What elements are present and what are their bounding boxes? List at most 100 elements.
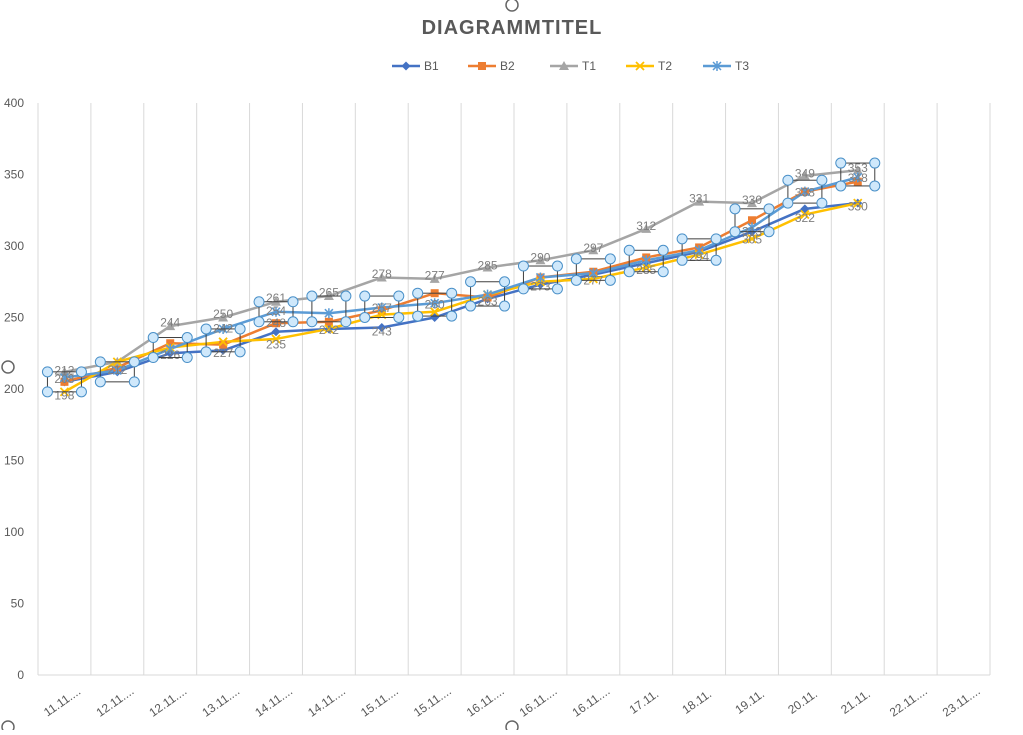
selection-handle[interactable] xyxy=(181,352,193,364)
selection-handle[interactable] xyxy=(570,274,582,286)
label-selection-box[interactable] xyxy=(522,265,558,290)
selection-handle[interactable] xyxy=(128,356,140,368)
legend-item-b2[interactable]: B2 xyxy=(468,59,515,73)
selection-handle[interactable] xyxy=(200,323,212,335)
label-selection-box[interactable] xyxy=(311,295,347,323)
selection-handle[interactable] xyxy=(253,316,265,328)
selection-handle[interactable] xyxy=(412,310,424,322)
chart-area-handle[interactable] xyxy=(505,0,519,12)
selection-handle[interactable] xyxy=(657,244,669,256)
selection-handle[interactable] xyxy=(729,226,741,238)
x-tick-label: 15.11.... xyxy=(411,684,454,720)
legend[interactable]: B1 B2 T1 T2 T3 xyxy=(392,59,749,73)
label-selection-box[interactable] xyxy=(840,162,876,187)
selection-handle[interactable] xyxy=(816,174,828,186)
chart-title[interactable]: DIAGRAMMTITEL xyxy=(422,17,603,39)
label-selection-box[interactable] xyxy=(787,179,823,204)
selection-handle[interactable] xyxy=(657,266,669,278)
selection-handle[interactable] xyxy=(623,244,635,256)
selection-handle[interactable] xyxy=(729,203,741,215)
series-lines xyxy=(63,168,859,393)
data-label: 322 xyxy=(795,211,815,225)
selection-handle[interactable] xyxy=(499,300,511,312)
selection-handle[interactable] xyxy=(234,346,246,358)
selection-handle[interactable] xyxy=(517,260,529,272)
selection-handle[interactable] xyxy=(147,352,159,364)
selection-handle[interactable] xyxy=(465,300,477,312)
selection-handle[interactable] xyxy=(359,290,371,302)
selection-handle[interactable] xyxy=(604,274,616,286)
data-label: 273 xyxy=(530,279,550,293)
selection-handle[interactable] xyxy=(41,386,53,398)
selection-handle[interactable] xyxy=(570,253,582,265)
selection-handle[interactable] xyxy=(359,312,371,323)
label-selection-box[interactable] xyxy=(470,281,506,307)
selection-handle[interactable] xyxy=(676,233,688,245)
selection-handle[interactable] xyxy=(253,296,265,308)
selection-handle[interactable] xyxy=(446,287,458,299)
series-b2-marker xyxy=(166,339,175,348)
selection-handle[interactable] xyxy=(763,203,775,215)
label-selection-box[interactable] xyxy=(681,238,717,261)
label-selection-box[interactable] xyxy=(205,328,241,353)
chart-area-handle[interactable] xyxy=(505,720,519,734)
selection-handle[interactable] xyxy=(41,366,53,378)
selection-handle[interactable] xyxy=(499,276,511,288)
selection-handle[interactable] xyxy=(340,290,352,302)
chart-area-handle[interactable] xyxy=(1,360,15,374)
selection-handle[interactable] xyxy=(340,316,352,328)
selection-handle[interactable] xyxy=(869,180,881,192)
selection-handle[interactable] xyxy=(782,174,794,186)
selection-handle[interactable] xyxy=(147,332,159,344)
legend-label: T3 xyxy=(735,59,749,73)
selection-handle[interactable] xyxy=(306,290,318,302)
label-selection-box[interactable] xyxy=(734,208,770,233)
legend-item-b1[interactable]: B1 xyxy=(392,59,439,73)
selection-handle[interactable] xyxy=(869,157,881,169)
selection-handle[interactable] xyxy=(676,254,688,266)
selection-handle[interactable] xyxy=(710,233,722,245)
selection-handle[interactable] xyxy=(551,260,563,272)
legend-item-t1[interactable]: T1 xyxy=(550,59,596,73)
selection-handle[interactable] xyxy=(763,226,775,238)
selection-handle[interactable] xyxy=(710,254,722,266)
selection-handle[interactable] xyxy=(181,332,193,344)
chart-area-handle[interactable] xyxy=(1,720,15,734)
selection-handle[interactable] xyxy=(782,197,794,209)
selection-handle[interactable] xyxy=(287,316,299,328)
label-selection-box[interactable] xyxy=(628,249,664,273)
selection-handle[interactable] xyxy=(465,276,477,288)
selection-handle[interactable] xyxy=(551,283,563,295)
label-selection-box[interactable] xyxy=(99,361,135,383)
label-selection-box[interactable] xyxy=(364,295,400,318)
selection-handle[interactable] xyxy=(446,310,458,322)
selection-handle[interactable] xyxy=(128,376,140,388)
legend-item-t3[interactable]: T3 xyxy=(703,59,749,73)
selection-handle[interactable] xyxy=(623,266,635,278)
selection-handle[interactable] xyxy=(393,312,405,323)
selection-handle[interactable] xyxy=(94,356,106,368)
label-selection-box[interactable] xyxy=(417,292,453,317)
selection-handle[interactable] xyxy=(306,316,318,328)
selection-handle[interactable] xyxy=(412,287,424,299)
selection-handle[interactable] xyxy=(75,366,87,378)
selection-handle[interactable] xyxy=(75,386,87,398)
label-selection-box[interactable] xyxy=(152,337,188,359)
label-selection-box[interactable] xyxy=(46,371,82,393)
selection-handle[interactable] xyxy=(835,157,847,169)
label-selection-box[interactable] xyxy=(575,258,611,281)
legend-item-t2[interactable]: T2 xyxy=(626,59,672,73)
selection-handles[interactable] xyxy=(1,0,881,734)
selection-handle[interactable] xyxy=(517,283,529,295)
selection-handle[interactable] xyxy=(94,376,106,388)
label-selection-box[interactable] xyxy=(258,301,294,323)
selection-handle[interactable] xyxy=(200,346,212,358)
selection-handle[interactable] xyxy=(835,180,847,192)
selection-handle[interactable] xyxy=(287,296,299,308)
selection-handle[interactable] xyxy=(234,323,246,335)
selection-handle[interactable] xyxy=(604,253,616,265)
selection-handle[interactable] xyxy=(393,290,405,302)
selection-handle[interactable] xyxy=(816,197,828,209)
